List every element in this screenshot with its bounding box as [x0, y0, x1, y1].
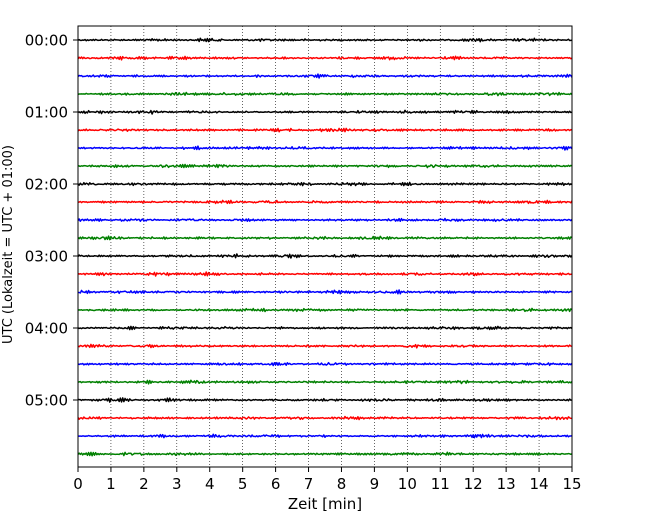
x-tick-label-7: 7	[304, 475, 314, 493]
x-tick-label-13: 13	[497, 475, 516, 493]
x-tick-label-2: 2	[139, 475, 149, 493]
y-tick-label-0: 00:00	[25, 32, 68, 50]
trace-4	[77, 91, 573, 97]
trace-10	[77, 199, 573, 205]
x-tick-label-14: 14	[530, 475, 549, 493]
trace-17	[77, 325, 573, 331]
trace-7	[77, 145, 573, 151]
trace-22	[77, 415, 573, 421]
x-axis-ticks: 0 1 2 3 4 5 6 7 8 9 10 11 12 13 14 15	[73, 467, 582, 493]
x-tick-label-9: 9	[370, 475, 380, 493]
x-tick-label-12: 12	[464, 475, 483, 493]
x-tick-label-1: 1	[106, 475, 116, 493]
trace-6	[77, 127, 573, 133]
trace-14	[77, 271, 573, 277]
trace-20	[77, 379, 573, 385]
trace-13	[77, 253, 573, 259]
trace-8	[77, 163, 573, 169]
y-tick-label-3: 03:00	[25, 248, 68, 266]
x-tick-label-6: 6	[271, 475, 281, 493]
x-tick-label-3: 3	[172, 475, 182, 493]
trace-15	[77, 289, 573, 295]
y-tick-label-4: 04:00	[25, 320, 68, 338]
trace-11	[77, 217, 573, 223]
trace-layer	[77, 37, 573, 457]
trace-3	[77, 73, 573, 79]
y-tick-label-1: 01:00	[25, 104, 68, 122]
x-tick-label-15: 15	[562, 475, 581, 493]
y-tick-label-2: 02:00	[25, 176, 68, 194]
y-tick-label-5: 05:00	[25, 392, 68, 410]
trace-24	[77, 451, 573, 457]
x-tick-label-0: 0	[73, 475, 83, 493]
plot-area	[78, 26, 572, 467]
trace-23	[77, 433, 573, 439]
trace-5	[77, 109, 573, 115]
x-tick-label-11: 11	[431, 475, 450, 493]
trace-18	[77, 343, 573, 349]
trace-9	[77, 181, 573, 187]
x-tick-label-5: 5	[238, 475, 248, 493]
trace-19	[77, 361, 573, 367]
x-tick-label-4: 4	[205, 475, 215, 493]
y-axis-label: UTC (Lokalzeit = UTC + 01:00)	[1, 145, 16, 344]
x-axis-label: Zeit [min]	[288, 495, 362, 513]
trace-16	[77, 307, 573, 313]
x-tick-label-10: 10	[398, 475, 417, 493]
plot-frame	[77, 25, 573, 468]
trace-21	[77, 397, 573, 403]
trace-12	[77, 235, 573, 241]
trace-2	[77, 55, 573, 61]
x-tick-label-8: 8	[337, 475, 347, 493]
trace-1	[77, 37, 573, 43]
y-axis-ticks: 00:00 01:00 02:00 03:00 04:00 05:00	[25, 32, 78, 410]
